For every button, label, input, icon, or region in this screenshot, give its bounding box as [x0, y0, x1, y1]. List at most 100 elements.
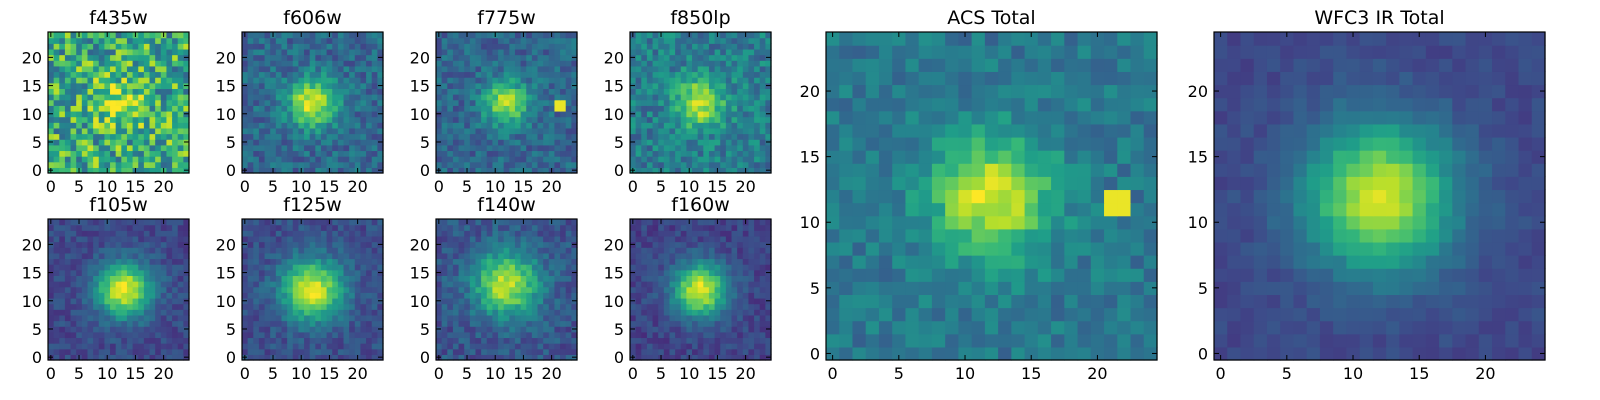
heatmap-cell — [160, 161, 168, 168]
heatmap-cell — [98, 94, 105, 101]
heatmap-cell — [548, 156, 556, 163]
heatmap-cell — [304, 43, 311, 50]
heatmap-cell — [155, 161, 162, 168]
heatmap-cell — [464, 48, 471, 56]
heatmap-cell — [160, 88, 168, 95]
heatmap-cell — [498, 235, 505, 243]
heatmap-cell — [371, 43, 378, 50]
heatmap-cell — [447, 258, 454, 265]
heatmap-cell — [138, 230, 145, 237]
heatmap-cell — [548, 235, 556, 243]
heatmap-cell — [76, 54, 83, 61]
heatmap-cell — [441, 252, 448, 260]
heatmap-cell — [498, 43, 505, 50]
heatmap-cell — [571, 219, 578, 226]
heatmap-cell — [166, 348, 173, 355]
heatmap-cell — [641, 314, 648, 322]
heatmap-cell — [641, 37, 648, 44]
heatmap-cell — [132, 161, 139, 168]
heatmap-cell — [737, 71, 744, 78]
heatmap-cell — [172, 82, 179, 89]
heatmap-cell — [520, 275, 527, 282]
heatmap-cell — [458, 235, 465, 243]
heatmap-cell — [759, 144, 766, 152]
heatmap-cell — [177, 82, 184, 89]
heatmap-cell — [298, 54, 305, 61]
heatmap-cell — [526, 127, 533, 135]
heatmap-cell — [759, 161, 766, 168]
heatmap-cell — [258, 94, 266, 101]
heatmap-cell — [126, 144, 134, 152]
heatmap-cell — [160, 133, 168, 140]
heatmap-cell — [447, 139, 454, 146]
heatmap-cell — [680, 309, 687, 316]
heatmap-cell — [309, 264, 316, 271]
heatmap-cell — [126, 275, 134, 282]
heatmap-cell — [492, 258, 499, 265]
heatmap-cell — [486, 348, 493, 355]
heatmap-cell — [748, 303, 755, 310]
heatmap-cell — [565, 247, 572, 254]
heatmap-cell — [447, 269, 454, 276]
heatmap-cell — [641, 354, 648, 361]
heatmap-cell — [458, 320, 465, 327]
heatmap-cell — [320, 167, 328, 174]
heatmap-cell — [537, 167, 544, 174]
heatmap-cell — [646, 133, 654, 140]
heatmap-cell — [680, 286, 687, 293]
heatmap-cell — [669, 32, 676, 39]
heatmap-cell — [509, 235, 516, 243]
heatmap-cell — [87, 354, 94, 361]
heatmap-cell — [53, 235, 60, 243]
heatmap-cell — [759, 82, 766, 89]
heatmap-cell — [360, 88, 367, 95]
heatmap-cell — [64, 77, 72, 84]
heatmap-cell — [343, 281, 350, 288]
heatmap-cell — [320, 71, 328, 78]
heatmap-cell — [520, 48, 527, 56]
heatmap-cell — [447, 337, 454, 344]
heatmap-cell — [697, 60, 704, 67]
heatmap-cell — [143, 116, 151, 123]
heatmap-cell — [177, 116, 184, 123]
heatmap-cell — [104, 60, 111, 67]
heatmap-cell — [304, 65, 311, 73]
heatmap-cell — [720, 309, 727, 316]
heatmap-cell — [104, 235, 111, 243]
heatmap-cell — [514, 241, 522, 248]
heatmap-cell — [663, 348, 671, 355]
heatmap-cell — [509, 110, 516, 118]
heatmap-cell — [663, 110, 671, 118]
heatmap-cell — [110, 230, 117, 237]
heatmap-cell — [697, 43, 704, 50]
heatmap-cell — [366, 337, 373, 344]
heatmap-cell — [441, 354, 448, 361]
heatmap-cell — [526, 230, 533, 237]
heatmap-cell — [76, 258, 83, 265]
heatmap-cell — [452, 326, 460, 333]
heatmap-cell — [481, 77, 488, 84]
heatmap-cell — [486, 77, 493, 84]
heatmap-cell — [104, 43, 111, 50]
heatmap-cell — [81, 241, 89, 248]
heatmap-cell — [560, 65, 567, 73]
heatmap-cell — [514, 292, 522, 299]
heatmap-cell — [143, 167, 151, 174]
heatmap-cell — [514, 309, 522, 316]
heatmap-cell — [436, 309, 443, 316]
heatmap-cell — [281, 241, 288, 248]
heatmap-cell — [447, 309, 454, 316]
heatmap-cell — [503, 37, 510, 44]
heatmap-cell — [646, 82, 654, 89]
heatmap-cell — [70, 88, 77, 95]
heatmap-cell — [115, 99, 122, 106]
heatmap-cell — [48, 156, 55, 163]
heatmap-cell — [320, 99, 328, 106]
heatmap-cell — [258, 139, 266, 146]
heatmap-cell — [247, 167, 254, 174]
heatmap-cell — [464, 71, 471, 78]
heatmap-cell — [646, 337, 654, 344]
heatmap-cell — [138, 247, 145, 254]
heatmap-cell — [48, 281, 55, 288]
